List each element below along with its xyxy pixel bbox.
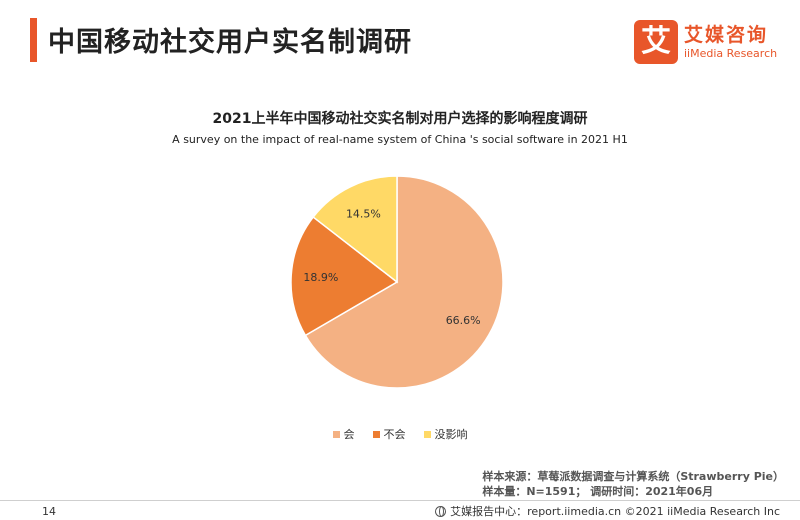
pie-slice-1	[290, 215, 399, 337]
logo-name-cn: 艾媒咨询	[684, 24, 769, 46]
pie-slice-label-1: 18.9%	[303, 271, 338, 284]
footer-info: 艾媒报告中心：report.iimedia.cn ©2021 iiMedia R…	[435, 503, 780, 519]
source-note: 样本来源：草莓派数据调查与计算系统（Strawberry Pie） 样本量：N=…	[482, 469, 784, 499]
logo-name-en: iiMedia Research	[684, 47, 778, 60]
footer-text: 艾媒报告中心：report.iimedia.cn ©2021 iiMedia R…	[450, 505, 780, 518]
footer-divider	[0, 500, 800, 501]
pie-slice-label-0: 66.6%	[446, 314, 481, 327]
source-line-2: 样本量：N=1591； 调研时间：2021年06月	[482, 485, 714, 498]
title-accent-bar	[30, 18, 37, 62]
legend-swatch	[332, 430, 340, 438]
pie-slice-2	[312, 175, 398, 284]
legend-label: 没影响	[434, 428, 468, 441]
logo-mark-icon: 艾	[634, 20, 678, 64]
legend-item-1: 不会	[372, 426, 406, 442]
brand-logo: 艾 艾媒咨询 iiMedia Research	[634, 20, 784, 66]
legend-swatch	[423, 430, 431, 438]
legend-item-0: 会	[332, 426, 355, 442]
legend-item-2: 没影响	[423, 426, 468, 442]
source-line-1: 样本来源：草莓派数据调查与计算系统（Strawberry Pie）	[482, 470, 784, 483]
chart-title: 2021上半年中国移动社交实名制对用户选择的影响程度调研	[212, 111, 588, 127]
page-title: 中国移动社交用户实名制调研	[48, 27, 412, 58]
legend-label: 会	[343, 428, 355, 441]
chart-legend: 会 不会 没影响	[0, 426, 800, 442]
pie-slice-label-2: 14.5%	[346, 207, 381, 220]
legend-label: 不会	[383, 428, 406, 441]
pie-slice-0	[304, 175, 504, 389]
page-number: 14	[42, 505, 56, 518]
legend-swatch	[372, 430, 380, 438]
globe-icon	[435, 505, 447, 517]
chart-subtitle: A survey on the impact of real-name syst…	[172, 133, 628, 146]
